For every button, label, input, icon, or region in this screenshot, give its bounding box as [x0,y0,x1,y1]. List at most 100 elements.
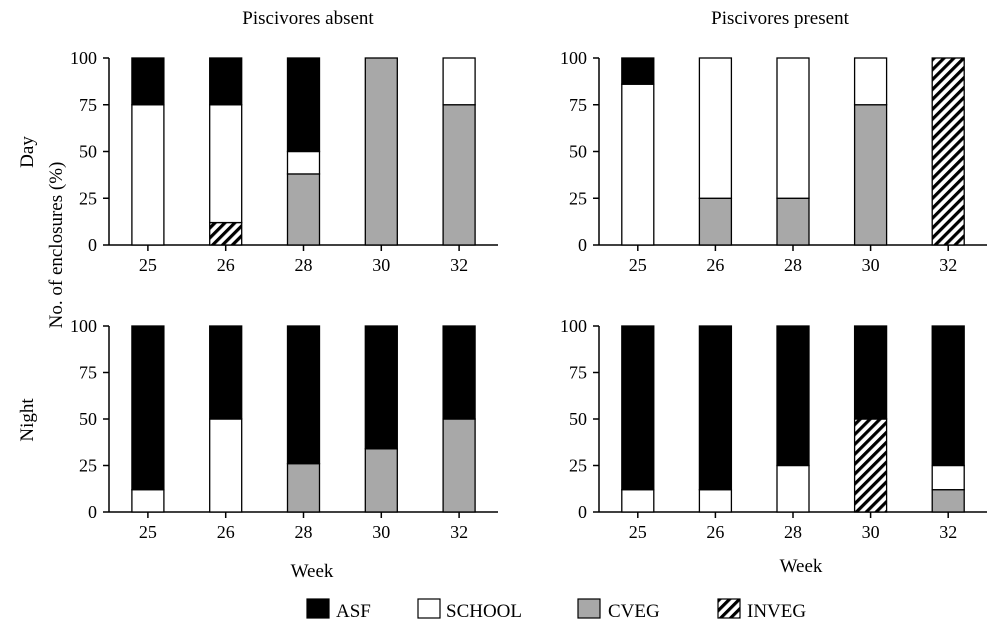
bar-segment-school-week-32 [931,464,965,491]
x-tick-label: 32 [939,522,957,542]
legend-label-cveg: CVEG [608,601,660,622]
chart-panels: 0 25 50 75 100 25 26 28 30 32 0 25 50 75 100 25 26 28 30 32… [70,48,987,542]
legend-label-school: SCHOOL [446,601,522,622]
legend-item-asf: ASF [306,598,371,622]
y-tick-label: 0 [578,502,587,522]
bar-segment-school-week-25 [621,489,655,513]
y-tick-label: 25 [79,456,97,476]
x-tick-label: 32 [450,522,468,542]
x-tick-label: 25 [139,522,157,542]
bar-segment-cveg-week-30 [853,104,888,246]
y-tick-label: 25 [569,456,587,476]
x-tick-label: 26 [706,255,724,275]
panel-day-present: 0 25 50 75 100 25 26 28 30 32 [560,48,987,275]
row-label-day: Day [17,136,38,168]
y-tick-label: 50 [569,409,587,429]
x-tick-label: 30 [862,522,880,542]
bar-segment-school-week-26 [209,104,243,224]
x-tick-label: 28 [295,255,313,275]
bar-segment-asf-week-30 [853,325,888,420]
panel-night-absent: 0 25 50 75 100 25 26 28 30 32 [70,316,498,542]
legend-swatch-school [417,598,441,619]
bar-segment-school-week-30 [853,57,888,106]
bar-segment-school-week-32 [442,57,476,106]
bar-segment-asf-week-26 [698,325,733,491]
column-title-absent: Piscivores absent [242,8,374,29]
bar-segment-cveg-week-32 [442,418,476,513]
bar-segment-school-week-26 [698,489,733,513]
bar-segment-cveg-week-26 [698,197,733,246]
legend-label-inveg: INVEG [747,601,806,622]
bar-segment-cveg-week-28 [286,462,321,513]
y-tick-label: 50 [569,142,587,162]
bar-segment-asf-week-28 [286,57,321,153]
y-tick-label: 25 [79,188,97,208]
bar-segment-cveg-week-30 [364,448,398,513]
bar-segment-cveg-week-32 [442,104,476,246]
y-tick-label: 100 [70,48,97,68]
bar-segment-cveg-week-32 [931,489,965,513]
x-tick-label: 26 [706,522,724,542]
bar-segment-asf-week-28 [286,325,321,465]
row-label-night: Night [17,398,38,442]
x-tick-label: 25 [629,522,647,542]
x-tick-label: 32 [450,255,468,275]
bar-segment-asf-week-30 [364,325,398,450]
y-axis-label: No. of enclosures (%) [46,162,67,329]
bar-segment-cveg-week-30 [364,57,398,246]
bar-segment-school-week-28 [776,464,810,513]
bar-segment-asf-week-25 [621,325,655,491]
x-tick-label: 25 [139,255,157,275]
x-tick-label: 28 [784,522,802,542]
y-tick-label: 50 [79,142,97,162]
bar-segment-school-week-25 [131,489,165,513]
y-tick-label: 100 [70,316,97,336]
legend-swatch-asf [306,598,330,619]
bar-segment-school-week-28 [286,150,321,175]
x-axis-label-right: Week [780,556,823,577]
x-tick-label: 28 [295,522,313,542]
legend-swatch-cveg [577,598,601,619]
bar-segment-school-week-26 [209,418,243,513]
bar-segment-inveg-week-32 [931,57,965,246]
y-tick-label: 75 [569,363,587,383]
legend-item-cveg: CVEG [577,598,660,622]
bar-segment-asf-week-28 [776,325,810,467]
x-tick-label: 30 [862,255,880,275]
y-tick-label: 100 [560,48,587,68]
y-tick-label: 75 [79,363,97,383]
bar-segment-cveg-week-28 [776,197,810,246]
legend-swatch-inveg [717,598,741,619]
bar-segment-asf-week-32 [931,325,965,467]
bar-segment-asf-week-25 [621,57,655,85]
x-tick-label: 26 [217,255,235,275]
x-tick-label: 30 [372,255,390,275]
y-tick-label: 0 [578,235,587,255]
bar-segment-asf-week-26 [209,325,243,420]
x-tick-label: 25 [629,255,647,275]
x-tick-label: 30 [372,522,390,542]
legend-label-asf: ASF [336,601,371,622]
panel-day-absent: 0 25 50 75 100 25 26 28 30 32 [70,48,498,275]
x-tick-label: 28 [784,255,802,275]
x-tick-label: 32 [939,255,957,275]
column-title-present: Piscivores present [711,8,849,29]
y-tick-label: 75 [569,95,587,115]
y-tick-label: 100 [560,316,587,336]
bar-segment-cveg-week-28 [286,173,321,246]
panel-night-present: 0 25 50 75 100 25 26 28 30 32 [560,316,987,542]
bar-segment-inveg-week-26 [209,221,243,246]
y-tick-label: 75 [79,95,97,115]
bar-segment-asf-week-25 [131,325,165,491]
y-tick-label: 50 [79,409,97,429]
y-tick-label: 0 [88,235,97,255]
x-tick-label: 26 [217,522,235,542]
bar-segment-asf-week-25 [131,57,165,106]
bar-segment-asf-week-32 [442,325,476,420]
legend-item-school: SCHOOL [417,598,522,622]
y-tick-label: 0 [88,502,97,522]
bar-segment-school-week-25 [621,83,655,246]
legend: ASF SCHOOL CVEG INVEG [306,598,806,622]
bar-segment-school-week-26 [698,57,733,199]
